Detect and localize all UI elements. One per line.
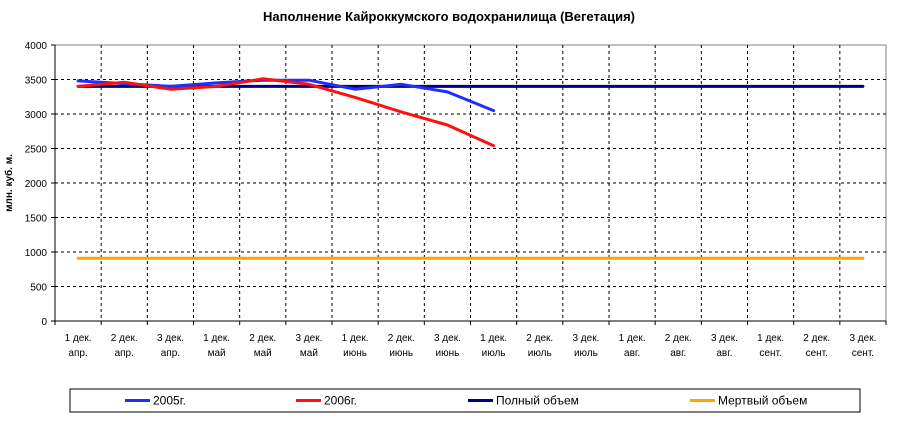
plot-area: 0 500 1000 1500 2000 2500 3000 3500 4000 1 дек. ап… [25, 41, 887, 359]
x-tick-label-line1: 3 дек. [434, 333, 461, 344]
x-tick-label: 3 дек. авг. [711, 333, 738, 359]
y-tick-label: 0 [41, 317, 47, 328]
x-tick-label: 1 дек. апр. [65, 333, 92, 359]
x-tick-label-line2: апр. [68, 348, 87, 359]
x-tick-label-line1: 1 дек. [480, 333, 507, 344]
x-tick-label: 1 дек. июль [480, 333, 507, 359]
x-tick-label-line1: 1 дек. [619, 333, 646, 344]
legend-label-4: Мертвый объем [718, 394, 807, 408]
x-tick-label: 3 дек. июнь [434, 333, 461, 359]
x-tick-label-line2: апр. [115, 348, 134, 359]
x-tick-label-line1: 1 дек. [203, 333, 230, 344]
y-tick-label: 1500 [25, 214, 48, 225]
legend-label-3: Полный объем [496, 394, 579, 408]
x-tick-label: 2 дек. апр. [111, 333, 138, 359]
x-tick-label-line1: 2 дек. [249, 333, 276, 344]
x-tick-label: 3 дек. апр. [157, 333, 184, 359]
x-tick-label: 1 дек. сент. [757, 333, 784, 359]
x-tick-label-line1: 3 дек. [711, 333, 738, 344]
x-tick-label-line1: 2 дек. [665, 333, 692, 344]
x-tick-label-line2: сент. [852, 348, 874, 359]
x-tick-label-line2: июнь [343, 348, 367, 359]
x-tick-label: 1 дек. авг. [619, 333, 646, 359]
x-tick-label-line2: май [208, 348, 226, 359]
x-tick-label: 1 дек. июнь [342, 333, 369, 359]
x-tick-label-line2: июль [482, 348, 506, 359]
x-tick-label-line1: 3 дек. [157, 333, 184, 344]
y-tick-label: 1000 [25, 248, 48, 259]
x-tick-label-line2: авг. [624, 348, 640, 359]
x-tick-label-line2: авг. [670, 348, 686, 359]
x-tick-label-line2: июнь [389, 348, 413, 359]
x-tick-label-line1: 2 дек. [111, 333, 138, 344]
x-tick-label: 2 дек. июль [526, 333, 553, 359]
x-tick-label-line2: май [300, 348, 318, 359]
x-tick-label-line2: июль [574, 348, 598, 359]
x-tick-label-line2: авг. [716, 348, 732, 359]
x-tick-label-line2: сент. [806, 348, 828, 359]
x-tick-label: 2 дек. сент. [803, 333, 830, 359]
x-tick-label-line1: 3 дек. [572, 333, 599, 344]
x-tick-label-line1: 2 дек. [388, 333, 415, 344]
x-tick-label: 2 дек. авг. [665, 333, 692, 359]
series-line-2 [76, 77, 496, 148]
x-tick-label: 2 дек. июнь [388, 333, 415, 359]
y-tick-label: 2500 [25, 145, 48, 156]
y-tick-label: 500 [30, 283, 47, 294]
x-tick-label-line1: 3 дек. [295, 333, 322, 344]
legend-box [69, 388, 861, 413]
y-tick-label: 2000 [25, 179, 48, 190]
x-tick-label-line1: 2 дек. [526, 333, 553, 344]
x-tick-label-line1: 2 дек. [803, 333, 830, 344]
x-tick-label: 3 дек. май [295, 333, 322, 359]
x-tick-label-line1: 1 дек. [342, 333, 369, 344]
x-tick-label-line2: май [254, 348, 272, 359]
y-tick-label: 3000 [25, 110, 48, 121]
x-tick-label-line1: 1 дек. [757, 333, 784, 344]
y-tick-label: 3500 [25, 76, 48, 87]
x-tick-label-line2: июль [528, 348, 552, 359]
y-tick-label: 4000 [25, 41, 48, 52]
legend: 2005г. 2006г. Полный объем Мертвый объем [69, 388, 861, 413]
x-tick-label-line2: июнь [436, 348, 460, 359]
x-tick-label: 3 дек. сент. [849, 333, 876, 359]
x-tick-label-line1: 3 дек. [849, 333, 876, 344]
x-tick-label-line2: сент. [759, 348, 781, 359]
x-tick-label: 2 дек. май [249, 333, 276, 359]
legend-label-2: 2006г. [324, 394, 357, 408]
x-tick-label: 3 дек. июль [572, 333, 599, 359]
y-axis-label: млн. куб. м. [3, 154, 15, 212]
legend-label-1: 2005г. [153, 394, 186, 408]
chart-title: Наполнение Кайроккумского водохранилища … [263, 9, 635, 24]
x-tick-label: 1 дек. май [203, 333, 230, 359]
x-tick-label-line2: апр. [161, 348, 180, 359]
x-tick-label-line1: 1 дек. [65, 333, 92, 344]
